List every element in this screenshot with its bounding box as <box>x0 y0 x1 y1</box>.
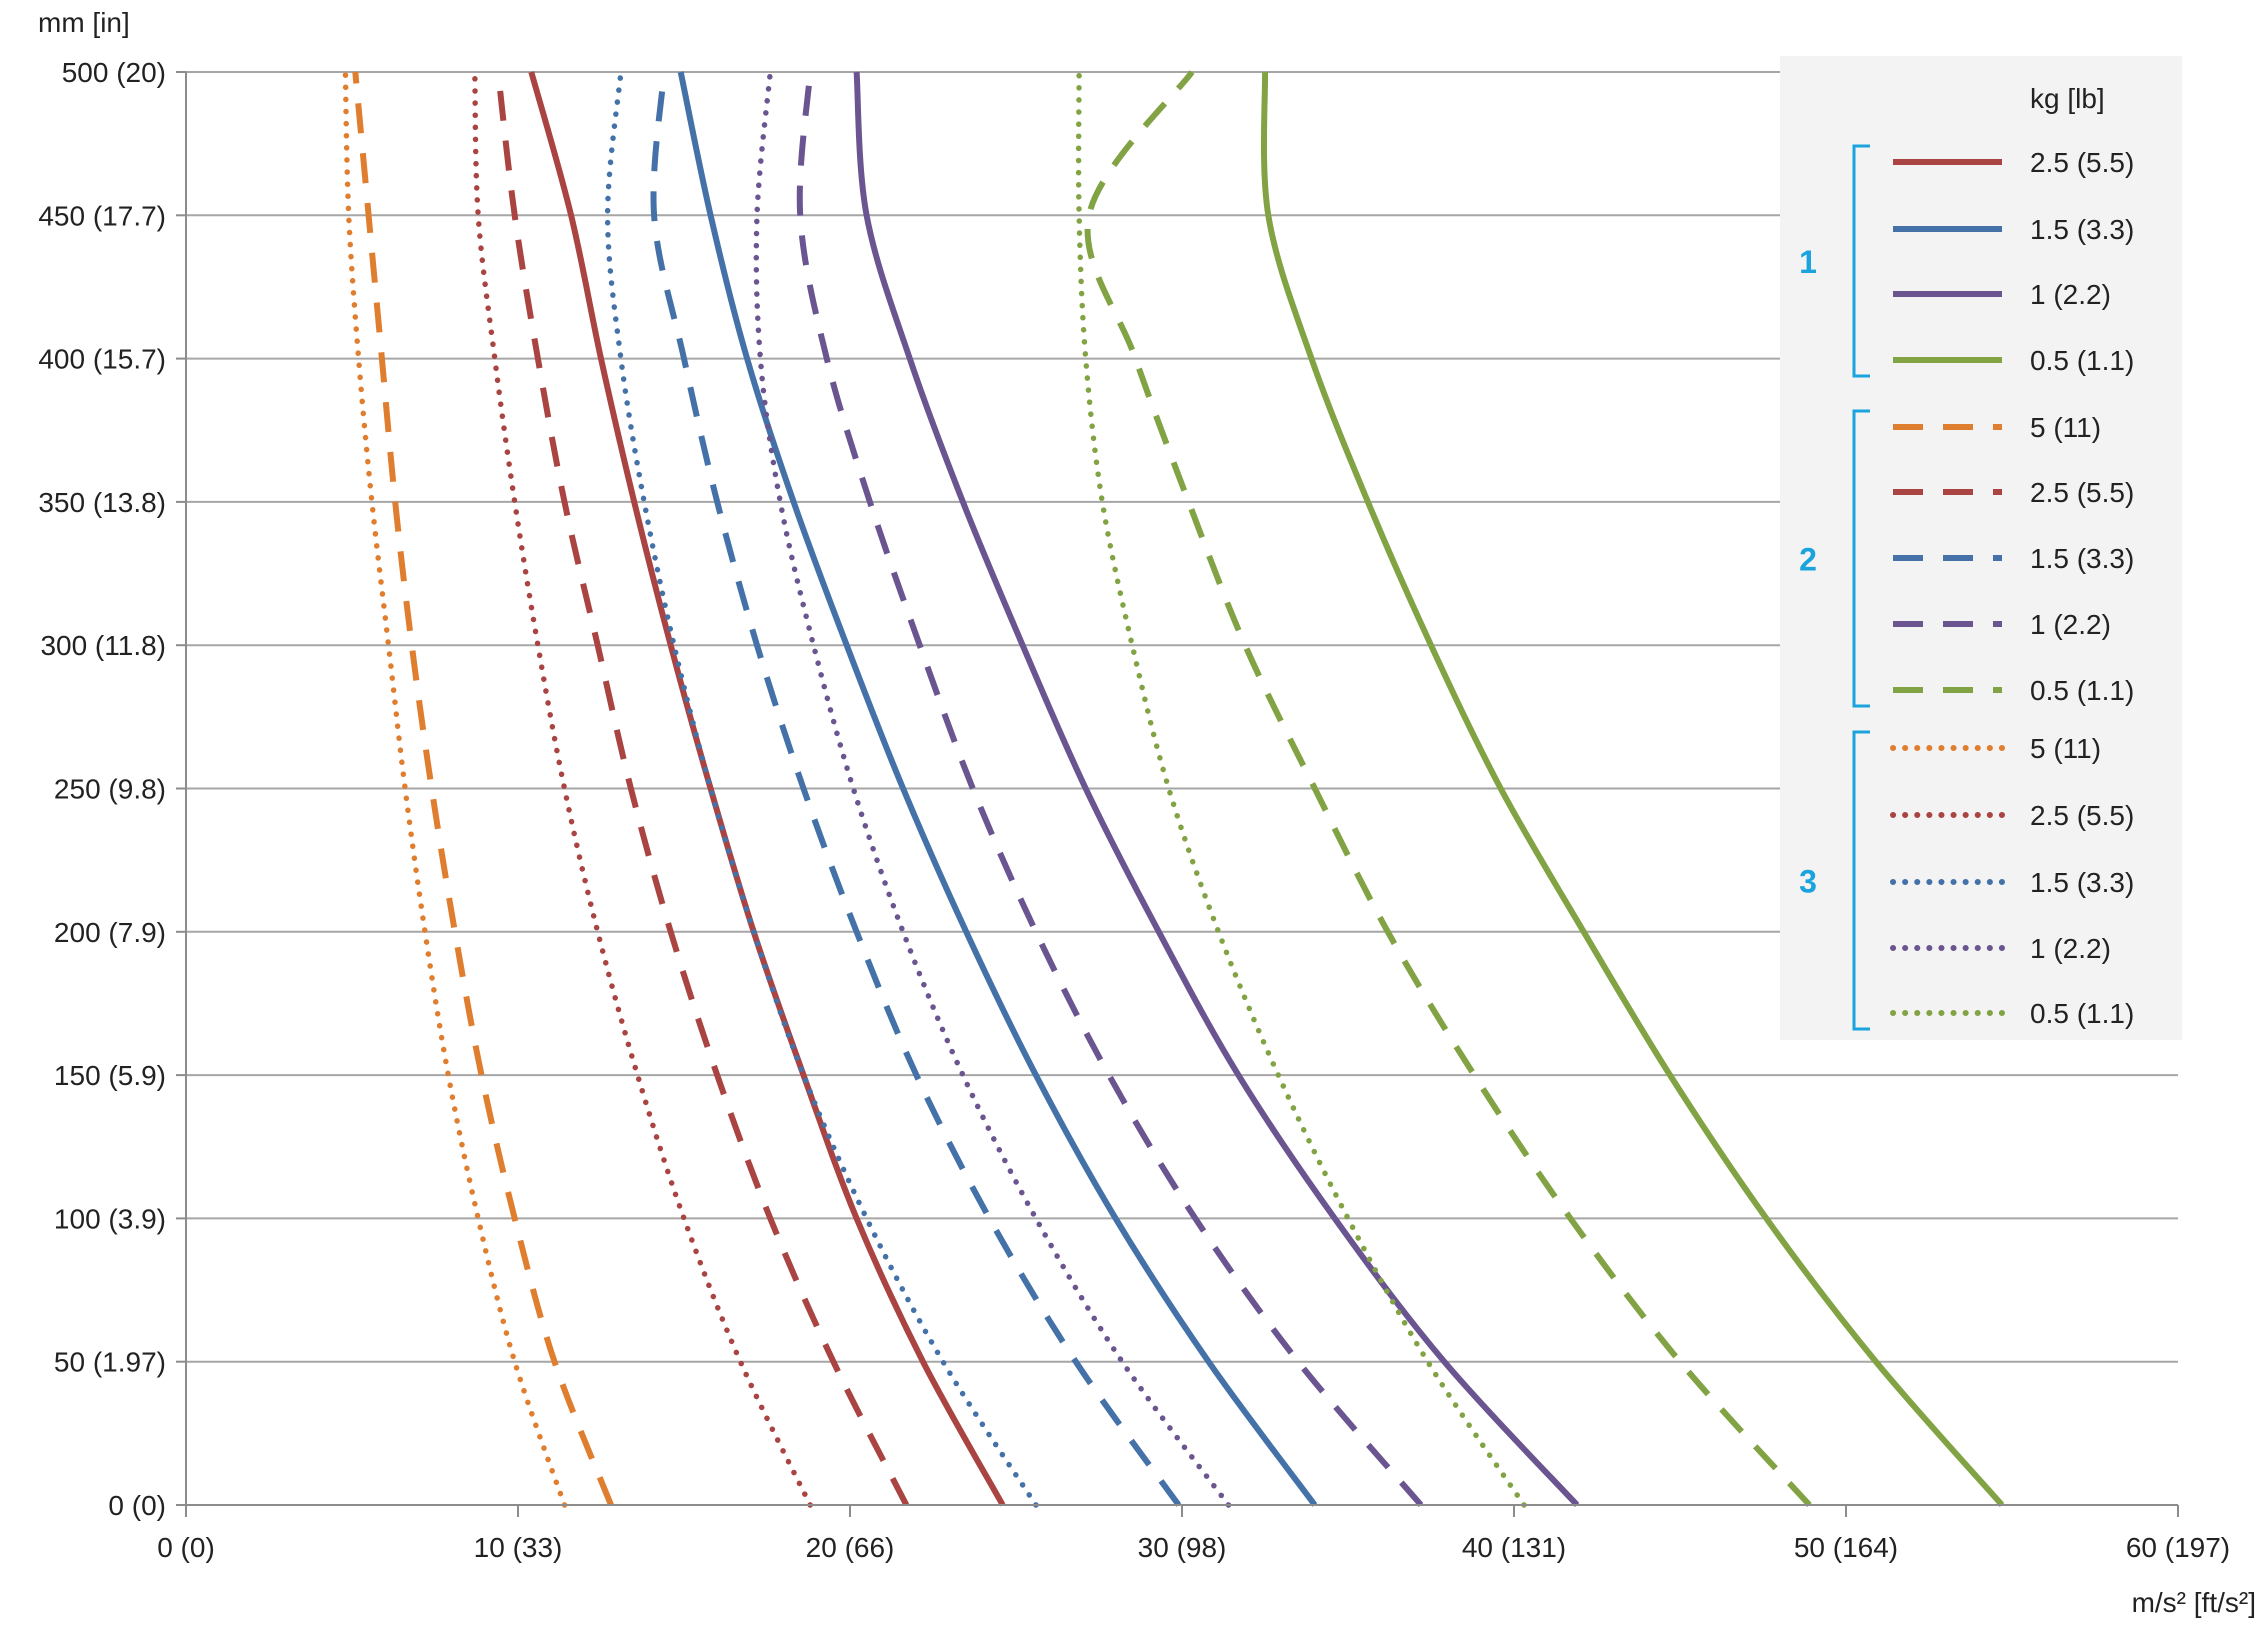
legend-group-label-3: 3 <box>1799 864 1817 900</box>
legend-entry-3-2: 1.5 (3.3) <box>2030 867 2134 898</box>
series-line-dotted-11 <box>604 69 1039 1508</box>
series-line-dotted-13 <box>1075 69 1527 1508</box>
series-line-solid-3 <box>1260 71 2005 1507</box>
legend-group-bracket-2 <box>1852 409 1870 708</box>
legend-background <box>1780 56 2182 1040</box>
series-line-dotted-10 <box>472 69 813 1508</box>
x-tick-label-6: 60 (197) <box>2126 1532 2230 1563</box>
y-tick-label-10: 500 (20) <box>62 57 166 88</box>
series-line-solid-0 <box>528 71 1006 1507</box>
legend-entry-2-4: 0.5 (1.1) <box>2030 675 2134 706</box>
series-line-dashed-4 <box>352 71 614 1507</box>
x-axis-title: m/s² [ft/s²] <box>2132 1587 2256 1618</box>
legend-group-bracket-3 <box>1852 730 1870 1031</box>
y-axis-title: mm [in] <box>38 7 130 38</box>
x-tick-label-0: 0 (0) <box>157 1532 215 1563</box>
series-line-dotted-12 <box>753 69 1232 1508</box>
x-tick-label-3: 30 (98) <box>1138 1532 1227 1563</box>
legend-items: 1 2.5 (5.5) 1.5 (3.3) 1 (2.2) 0.5 (1.1) 2 5 (1… <box>1799 144 2134 1031</box>
legend-group-label-1: 1 <box>1799 244 1817 280</box>
y-tick-label-6: 300 (11.8) <box>40 630 166 661</box>
y-tick-label-8: 400 (15.7) <box>38 344 166 375</box>
series-layer <box>342 69 2005 1508</box>
legend-group-bracket-1 <box>1852 144 1870 378</box>
axes: 0 (0) 50 (1.97) 100 (3.9) 150 (5.9) 200 (7.9… <box>38 57 2230 1563</box>
x-tick-label-1: 10 (33) <box>474 1532 563 1563</box>
y-tick-label-3: 150 (5.9) <box>54 1060 166 1091</box>
series-line-solid-1 <box>677 71 1318 1507</box>
legend-entry-3-3: 1 (2.2) <box>2030 933 2111 964</box>
y-tick-label-9: 450 (17.7) <box>38 200 166 231</box>
series-line-dashed-8 <box>1084 70 1812 1508</box>
legend-entry-2-0: 5 (11) <box>2030 412 2101 443</box>
legend-entry-2-2: 1.5 (3.3) <box>2030 543 2134 574</box>
y-tick-label-1: 50 (1.97) <box>54 1347 166 1378</box>
y-tick-label-0: 0 (0) <box>108 1490 166 1521</box>
x-tick-label-4: 40 (131) <box>1462 1532 1566 1563</box>
series-line-dashed-6 <box>650 71 1182 1507</box>
y-tick-label-4: 200 (7.9) <box>54 917 166 948</box>
legend-entry-1-0: 2.5 (5.5) <box>2030 147 2134 178</box>
y-tick-label-2: 100 (3.9) <box>54 1203 166 1234</box>
series-line-dotted-9 <box>342 69 568 1508</box>
x-tick-label-5: 50 (164) <box>1794 1532 1898 1563</box>
legend-entry-3-4: 0.5 (1.1) <box>2030 998 2134 1029</box>
legend: kg [lb] 1 2.5 (5.5) 1.5 (3.3) 1 (2.2) 0.5 (1… <box>1780 56 2182 1040</box>
series-line-dashed-5 <box>495 71 910 1507</box>
y-tick-label-5: 250 (9.8) <box>54 774 166 805</box>
legend-entry-1-1: 1.5 (3.3) <box>2030 214 2134 245</box>
legend-group-label-2: 2 <box>1799 542 1817 578</box>
legend-entry-1-3: 0.5 (1.1) <box>2030 345 2134 376</box>
legend-entry-3-1: 2.5 (5.5) <box>2030 800 2134 831</box>
legend-entry-2-3: 1 (2.2) <box>2030 609 2111 640</box>
legend-title: kg [lb] <box>2030 83 2105 114</box>
legend-entry-2-1: 2.5 (5.5) <box>2030 477 2134 508</box>
legend-entry-1-2: 1 (2.2) <box>2030 279 2111 310</box>
y-tick-label-7: 350 (13.8) <box>38 487 166 518</box>
x-tick-label-2: 20 (66) <box>806 1532 895 1563</box>
legend-entry-3-0: 5 (11) <box>2030 733 2101 764</box>
series-line-solid-2 <box>853 71 1580 1508</box>
